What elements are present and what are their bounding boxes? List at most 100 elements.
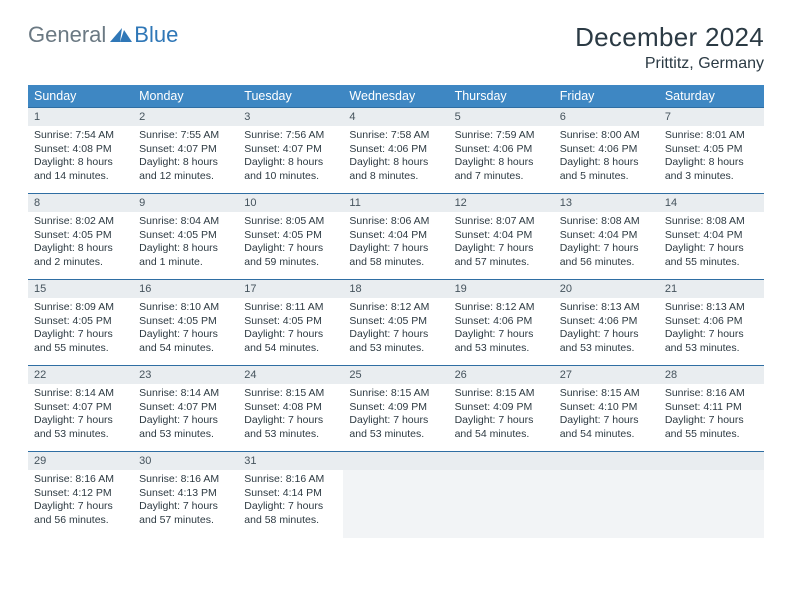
daylight-line1: Daylight: 8 hours [665, 156, 758, 170]
sunset-text: Sunset: 4:04 PM [560, 229, 653, 243]
calendar-cell: 18Sunrise: 8:12 AMSunset: 4:05 PMDayligh… [343, 280, 448, 366]
sunrise-text: Sunrise: 8:16 AM [665, 387, 758, 401]
logo: General Blue [28, 22, 178, 48]
daylight-line2: and 57 minutes. [455, 256, 548, 270]
day-number: 23 [133, 366, 238, 384]
daylight-line2: and 57 minutes. [139, 514, 232, 528]
day-number: 2 [133, 108, 238, 126]
sunrise-text: Sunrise: 8:06 AM [349, 215, 442, 229]
day-number: 16 [133, 280, 238, 298]
calendar-cell: 17Sunrise: 8:11 AMSunset: 4:05 PMDayligh… [238, 280, 343, 366]
daylight-line2: and 53 minutes. [244, 428, 337, 442]
calendar-cell: 12Sunrise: 8:07 AMSunset: 4:04 PMDayligh… [449, 194, 554, 280]
day-info: Sunrise: 7:55 AMSunset: 4:07 PMDaylight:… [133, 126, 238, 186]
daylight-line2: and 53 minutes. [34, 428, 127, 442]
dayname-row: Sunday Monday Tuesday Wednesday Thursday… [28, 85, 764, 108]
sunrise-text: Sunrise: 7:58 AM [349, 129, 442, 143]
day-number: 24 [238, 366, 343, 384]
daylight-line1: Daylight: 7 hours [665, 414, 758, 428]
daylight-line1: Daylight: 7 hours [560, 414, 653, 428]
day-info: Sunrise: 8:10 AMSunset: 4:05 PMDaylight:… [133, 298, 238, 358]
calendar-table: Sunday Monday Tuesday Wednesday Thursday… [28, 85, 764, 538]
day-number: 22 [28, 366, 133, 384]
sunset-text: Sunset: 4:08 PM [34, 143, 127, 157]
sunset-text: Sunset: 4:08 PM [244, 401, 337, 415]
calendar-cell: 26Sunrise: 8:15 AMSunset: 4:09 PMDayligh… [449, 366, 554, 452]
day-info: Sunrise: 7:56 AMSunset: 4:07 PMDaylight:… [238, 126, 343, 186]
page-header: General Blue December 2024 Prittitz, Ger… [28, 22, 764, 73]
calendar-cell: 21Sunrise: 8:13 AMSunset: 4:06 PMDayligh… [659, 280, 764, 366]
calendar-cell: 8Sunrise: 8:02 AMSunset: 4:05 PMDaylight… [28, 194, 133, 280]
day-number: 6 [554, 108, 659, 126]
sunrise-text: Sunrise: 8:16 AM [34, 473, 127, 487]
calendar-cell [554, 452, 659, 538]
day-number: 18 [343, 280, 448, 298]
day-bar-empty [343, 452, 448, 470]
daylight-line2: and 14 minutes. [34, 170, 127, 184]
sunset-text: Sunset: 4:09 PM [455, 401, 548, 415]
daylight-line1: Daylight: 8 hours [244, 156, 337, 170]
calendar-cell: 5Sunrise: 7:59 AMSunset: 4:06 PMDaylight… [449, 108, 554, 194]
calendar-row: 29Sunrise: 8:16 AMSunset: 4:12 PMDayligh… [28, 452, 764, 538]
sunset-text: Sunset: 4:05 PM [349, 315, 442, 329]
daylight-line1: Daylight: 7 hours [349, 242, 442, 256]
daylight-line2: and 56 minutes. [560, 256, 653, 270]
day-number: 7 [659, 108, 764, 126]
daylight-line2: and 58 minutes. [349, 256, 442, 270]
calendar-cell: 9Sunrise: 8:04 AMSunset: 4:05 PMDaylight… [133, 194, 238, 280]
calendar-cell: 28Sunrise: 8:16 AMSunset: 4:11 PMDayligh… [659, 366, 764, 452]
calendar-cell: 13Sunrise: 8:08 AMSunset: 4:04 PMDayligh… [554, 194, 659, 280]
calendar-cell: 3Sunrise: 7:56 AMSunset: 4:07 PMDaylight… [238, 108, 343, 194]
daylight-line1: Daylight: 7 hours [139, 500, 232, 514]
day-info: Sunrise: 8:14 AMSunset: 4:07 PMDaylight:… [133, 384, 238, 444]
day-number: 13 [554, 194, 659, 212]
sunrise-text: Sunrise: 8:15 AM [349, 387, 442, 401]
sunrise-text: Sunrise: 8:15 AM [244, 387, 337, 401]
sunrise-text: Sunrise: 8:15 AM [455, 387, 548, 401]
calendar-row: 22Sunrise: 8:14 AMSunset: 4:07 PMDayligh… [28, 366, 764, 452]
day-number: 26 [449, 366, 554, 384]
day-info: Sunrise: 8:12 AMSunset: 4:06 PMDaylight:… [449, 298, 554, 358]
day-bar-empty [554, 452, 659, 470]
day-info: Sunrise: 8:00 AMSunset: 4:06 PMDaylight:… [554, 126, 659, 186]
daylight-line2: and 55 minutes. [665, 428, 758, 442]
day-number: 8 [28, 194, 133, 212]
daylight-line1: Daylight: 7 hours [455, 328, 548, 342]
daylight-line1: Daylight: 8 hours [349, 156, 442, 170]
sunset-text: Sunset: 4:05 PM [244, 229, 337, 243]
sunset-text: Sunset: 4:06 PM [455, 143, 548, 157]
sunrise-text: Sunrise: 7:59 AM [455, 129, 548, 143]
sunset-text: Sunset: 4:06 PM [560, 315, 653, 329]
dayname-sunday: Sunday [28, 85, 133, 108]
sunset-text: Sunset: 4:11 PM [665, 401, 758, 415]
daylight-line2: and 54 minutes. [455, 428, 548, 442]
sunset-text: Sunset: 4:06 PM [349, 143, 442, 157]
calendar-cell: 25Sunrise: 8:15 AMSunset: 4:09 PMDayligh… [343, 366, 448, 452]
sunset-text: Sunset: 4:05 PM [34, 229, 127, 243]
day-info: Sunrise: 8:15 AMSunset: 4:08 PMDaylight:… [238, 384, 343, 444]
day-info: Sunrise: 8:16 AMSunset: 4:13 PMDaylight:… [133, 470, 238, 530]
sunset-text: Sunset: 4:04 PM [665, 229, 758, 243]
calendar-cell [659, 452, 764, 538]
sunset-text: Sunset: 4:13 PM [139, 487, 232, 501]
day-number: 20 [554, 280, 659, 298]
sunrise-text: Sunrise: 7:56 AM [244, 129, 337, 143]
sunrise-text: Sunrise: 8:14 AM [139, 387, 232, 401]
daylight-line2: and 54 minutes. [244, 342, 337, 356]
calendar-cell: 1Sunrise: 7:54 AMSunset: 4:08 PMDaylight… [28, 108, 133, 194]
sunset-text: Sunset: 4:05 PM [139, 229, 232, 243]
dayname-monday: Monday [133, 85, 238, 108]
day-number: 29 [28, 452, 133, 470]
sunset-text: Sunset: 4:07 PM [244, 143, 337, 157]
calendar-cell: 22Sunrise: 8:14 AMSunset: 4:07 PMDayligh… [28, 366, 133, 452]
calendar-cell: 10Sunrise: 8:05 AMSunset: 4:05 PMDayligh… [238, 194, 343, 280]
day-number: 14 [659, 194, 764, 212]
daylight-line1: Daylight: 7 hours [34, 500, 127, 514]
title-block: December 2024 Prittitz, Germany [575, 22, 764, 73]
daylight-line2: and 53 minutes. [665, 342, 758, 356]
calendar-cell: 30Sunrise: 8:16 AMSunset: 4:13 PMDayligh… [133, 452, 238, 538]
calendar-cell: 11Sunrise: 8:06 AMSunset: 4:04 PMDayligh… [343, 194, 448, 280]
day-number: 25 [343, 366, 448, 384]
sunset-text: Sunset: 4:07 PM [139, 143, 232, 157]
sunset-text: Sunset: 4:07 PM [139, 401, 232, 415]
